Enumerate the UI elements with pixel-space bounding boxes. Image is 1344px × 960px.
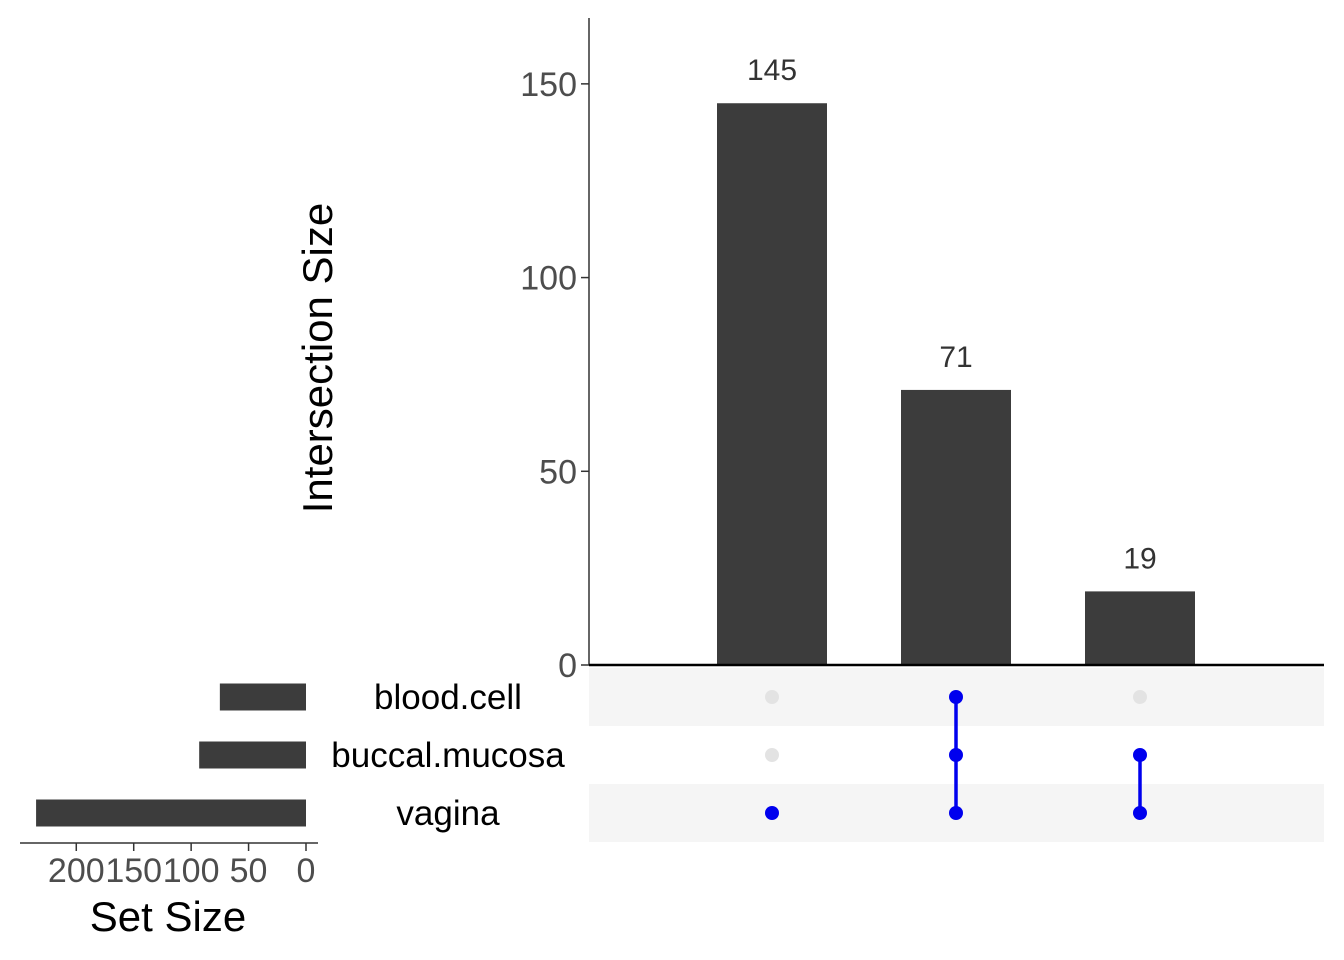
matrix-dot-inactive (765, 748, 779, 762)
set-size-tick-label: 150 (105, 852, 162, 890)
y-tick-label: 150 (520, 66, 577, 104)
y-tick-label: 50 (539, 453, 577, 491)
set-size-bar (219, 683, 306, 711)
intersection-matrix (765, 690, 1147, 820)
set-label: buccal.mucosa (331, 736, 565, 775)
y-axis-title: Intersection Size (294, 203, 341, 514)
matrix-dot-active (1133, 806, 1147, 820)
matrix-dot-active (765, 806, 779, 820)
matrix-dot-inactive (765, 690, 779, 704)
intersection-bar-label: 71 (939, 341, 972, 374)
set-label: blood.cell (374, 678, 522, 717)
intersection-bar (1085, 591, 1195, 665)
set-labels: blood.cell buccal.mucosa vagina (331, 678, 565, 833)
intersection-bar (717, 103, 827, 666)
set-size-axis: 200 150 100 50 0 (20, 842, 318, 890)
set-size-tick-label: 100 (163, 852, 220, 890)
matrix-dot-active (949, 690, 963, 704)
matrix-dot-active (949, 806, 963, 820)
set-size-bars (36, 683, 306, 827)
set-size-tick-label: 0 (297, 852, 316, 890)
matrix-dot-active (949, 748, 963, 762)
y-tick-label: 100 (520, 260, 577, 298)
set-size-bar (36, 799, 306, 827)
set-size-bar (199, 741, 306, 769)
set-size-axis-title: Set Size (90, 893, 246, 940)
set-size-tick-label: 200 (48, 852, 105, 890)
intersection-bar-label: 19 (1123, 542, 1156, 575)
intersection-y-axis: 0 50 100 150 (520, 18, 1324, 685)
set-size-tick-label: 50 (230, 852, 268, 890)
intersection-bar-label: 145 (747, 54, 797, 87)
intersection-bar (901, 389, 1011, 665)
matrix-dot-active (1133, 748, 1147, 762)
intersection-bar-labels: 145 71 19 (747, 54, 1157, 575)
matrix-dot-inactive (1133, 690, 1147, 704)
set-label: vagina (396, 794, 500, 833)
y-tick-label: 0 (558, 647, 577, 685)
intersection-bars (717, 103, 1195, 666)
